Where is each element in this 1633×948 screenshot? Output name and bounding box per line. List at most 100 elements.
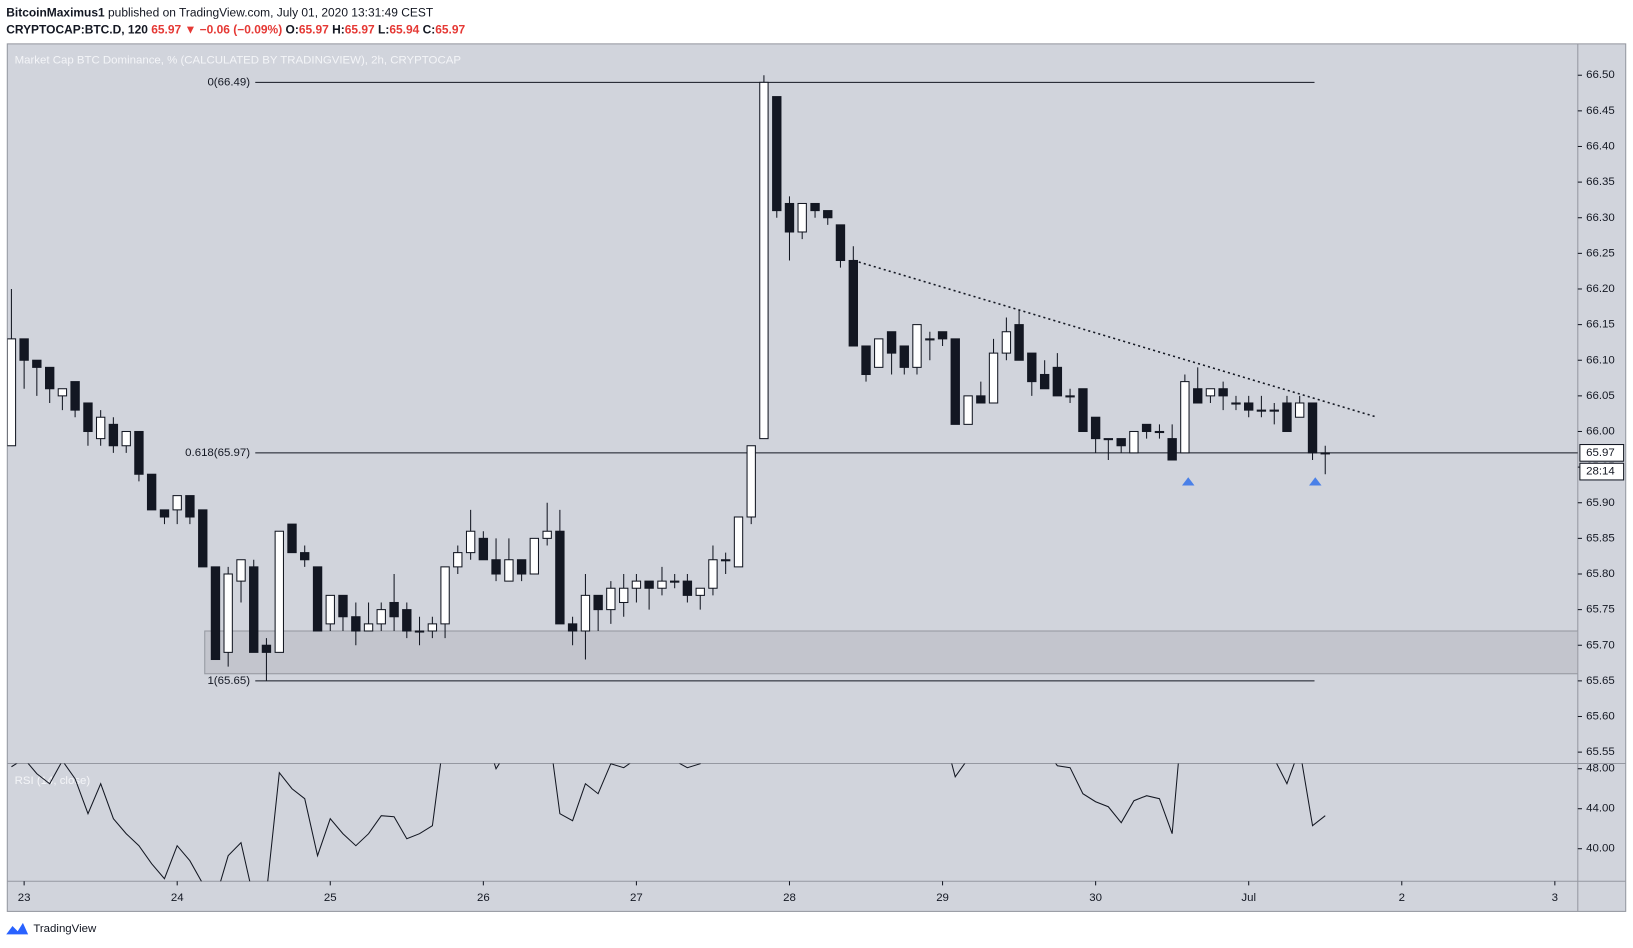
y-tick-label: 66.40 (1586, 141, 1615, 153)
candle-body (886, 331, 897, 354)
candle-body (325, 594, 335, 625)
published: published on TradingView.com, July 01, 2… (108, 6, 434, 20)
candle-body (1167, 438, 1177, 461)
candle-body (1244, 402, 1254, 411)
y-tick-label: 65.65 (1586, 675, 1615, 687)
candle-body (1090, 416, 1101, 440)
candle-body (1141, 423, 1152, 433)
countdown-tag (1579, 462, 1625, 481)
x-tick-label: Jul (1241, 892, 1256, 904)
candle-body (516, 559, 527, 575)
candle-body (606, 587, 616, 611)
candle-body (542, 530, 552, 539)
y-tick-label: 66.05 (1586, 390, 1615, 402)
candle-body (402, 609, 412, 632)
x-tick-label: 27 (630, 892, 643, 904)
candle-body (925, 338, 935, 341)
x-tick-label: 24 (171, 892, 184, 904)
candle-body (810, 202, 820, 212)
candle-body (976, 395, 986, 404)
candle-body (937, 331, 948, 340)
candle-body (733, 516, 744, 568)
candle-body (19, 338, 29, 361)
ohlc-value: 65.97 (345, 22, 375, 36)
candle-body (146, 473, 157, 511)
ohlc-key: O: (286, 22, 299, 36)
candle-body (1116, 438, 1126, 447)
signal-marker (1181, 477, 1195, 486)
candle-body (32, 359, 42, 368)
candle-body (1027, 352, 1037, 383)
ohlc-value: 65.94 (389, 22, 419, 36)
y-tick-label: 65.55 (1586, 746, 1615, 758)
countdown-label: 28:14 (1586, 466, 1615, 478)
candle-body (491, 559, 501, 575)
candle-body (134, 430, 144, 475)
last-price-tag (1579, 444, 1625, 462)
indicator-label: RSI (14, close) (15, 775, 91, 787)
fib-label: 1(65.65) (207, 675, 250, 687)
candle-body (223, 573, 233, 653)
y-tick-label: 65.85 (1586, 532, 1615, 544)
candle-body (1205, 388, 1216, 397)
candle-body (835, 224, 846, 262)
candle-body (1307, 402, 1318, 454)
candle-body (1065, 395, 1075, 398)
candle-body (1078, 388, 1088, 433)
y-tick-label: 66.35 (1586, 176, 1615, 188)
candle-body (708, 559, 718, 589)
candle-body (1014, 324, 1024, 361)
candle-body (988, 352, 999, 404)
candle-body (414, 630, 425, 633)
candle-body (1129, 430, 1139, 454)
y-tick-label: 66.10 (1586, 354, 1615, 366)
rsi-line (11, 763, 1326, 882)
x-tick-label: 23 (18, 892, 31, 904)
fib-label: 0(66.49) (207, 76, 250, 88)
y-tick-label: 65.90 (1586, 497, 1615, 509)
y-tick-label: 66.50 (1586, 69, 1615, 81)
author: BitcoinMaximus1 (6, 6, 105, 20)
candle-body (261, 644, 272, 653)
candle-body (1001, 331, 1012, 354)
candle-body (287, 523, 297, 554)
x-tick-label: 3 (1552, 892, 1558, 904)
candle-body (1256, 409, 1267, 412)
candle-body (427, 623, 438, 632)
chart-title: Market Cap BTC Dominance, % (CALCULATED … (15, 55, 462, 67)
candle-body (580, 594, 591, 632)
y-tick-label: 66.30 (1586, 212, 1615, 224)
candle-body (70, 381, 80, 411)
y-tick-label: 66.45 (1586, 105, 1615, 117)
candle-body (1320, 452, 1330, 455)
candle-body (504, 559, 514, 582)
symbol: CRYPTOCAP:BTC.D, 120 (6, 22, 148, 36)
y-tick-label: 44.00 (1586, 803, 1615, 815)
candle-body (300, 552, 310, 561)
candle-body (682, 580, 693, 596)
candle-body (720, 559, 731, 562)
candle-body (695, 587, 705, 596)
candle-body (236, 559, 246, 582)
candle-body (1218, 388, 1228, 397)
candle-body (1231, 402, 1241, 405)
candle-body (172, 495, 182, 511)
ohlc-value: 65.97 (435, 22, 465, 36)
candle-body (198, 509, 208, 568)
candle-body (57, 388, 68, 397)
header-line: BitcoinMaximus1 published on TradingView… (6, 6, 434, 20)
candle-body (249, 566, 259, 653)
candle-body (312, 566, 323, 632)
fib-label: 0.618(65.97) (185, 447, 250, 459)
y-tick-label: 66.25 (1586, 247, 1615, 259)
candle-body (912, 324, 922, 368)
candle-body (83, 402, 93, 433)
candle-body (338, 594, 348, 618)
y-tick-label: 48.00 (1586, 763, 1615, 775)
candle-body (210, 566, 221, 661)
candle-body (121, 430, 131, 447)
candle-body (823, 210, 833, 219)
candle-body (1269, 409, 1279, 412)
y-tick-label: 65.70 (1586, 639, 1615, 651)
